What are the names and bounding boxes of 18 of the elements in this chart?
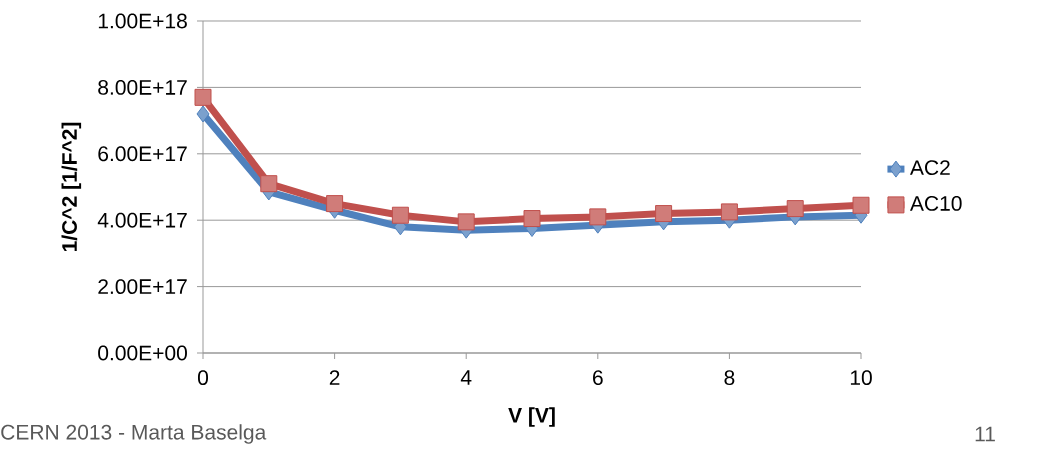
x-tick-label: 8 bbox=[724, 370, 735, 386]
y-tick-label: 0.00E+00 bbox=[98, 345, 187, 361]
text: CERN 2013 - Marta Baselga bbox=[1, 424, 267, 444]
x-tick-label: 2 bbox=[329, 370, 340, 385]
x-tick-label: 6 bbox=[593, 370, 603, 386]
y-tick-label: 1.00E+18 bbox=[98, 13, 187, 29]
x-tick-label: 0 bbox=[197, 370, 209, 386]
x-tick-label: 4 bbox=[460, 370, 472, 385]
y-tick-label: 8.00E+17 bbox=[98, 79, 187, 95]
x-tick-label: 10 bbox=[850, 370, 872, 386]
y-tick-label: 6.00E+17 bbox=[98, 146, 187, 162]
y-tick-label: 4.00E+17 bbox=[97, 212, 187, 228]
x-axis-title: V [V] bbox=[508, 407, 555, 427]
y-axis-title: 1/C^2 [1/F^2] bbox=[61, 122, 82, 252]
y-tick-label: 2.00E+17 bbox=[98, 279, 187, 295]
legend-label: AC10 bbox=[909, 196, 962, 211]
legend-label: AC2 bbox=[909, 160, 950, 176]
text: 11 bbox=[975, 426, 995, 442]
